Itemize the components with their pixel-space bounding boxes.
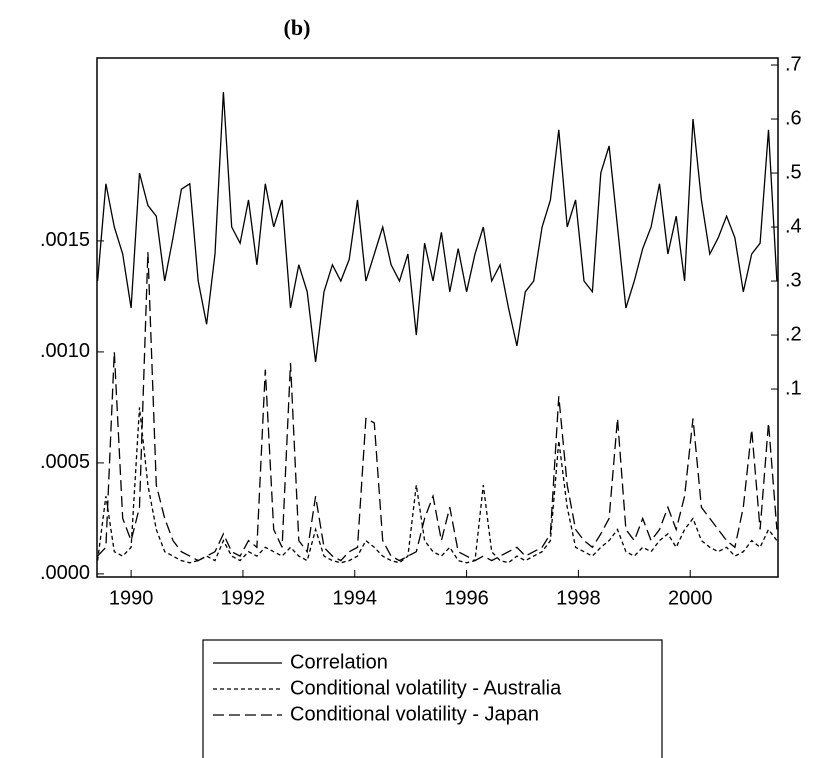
y-tick-label: .0010 (40, 340, 90, 362)
chart-title: (b) (284, 15, 311, 40)
legend-label: Correlation (290, 651, 388, 673)
x-tick-label: 1998 (556, 587, 601, 609)
x-tick-label: 1996 (444, 587, 489, 609)
y2-tick-label: .7 (785, 53, 802, 75)
x-tick-label: 1990 (109, 587, 154, 609)
plot-frame (96, 57, 779, 578)
y2-tick-label: .2 (785, 323, 802, 345)
y2-tick-label: .4 (785, 215, 802, 237)
x-tick-label: 2000 (668, 587, 713, 609)
y-tick-label: .0000 (40, 562, 90, 584)
y-tick-label: .0005 (40, 451, 90, 473)
x-tick-label: 1992 (221, 587, 266, 609)
x-tick-label: 1994 (333, 587, 378, 609)
y2-tick-label: .1 (785, 377, 802, 399)
y2-tick-label: .3 (785, 269, 802, 291)
y2-tick-label: .5 (785, 161, 802, 183)
series-line (96, 91, 778, 363)
legend-label: Conditional volatility - Japan (290, 703, 539, 725)
y-tick-label: .0015 (40, 229, 90, 251)
series-line (96, 407, 778, 564)
series-line (97, 251, 778, 562)
legend-box (202, 639, 663, 758)
y2-tick-label: .6 (785, 107, 802, 129)
legend-label: Conditional volatility - Australia (290, 677, 562, 699)
